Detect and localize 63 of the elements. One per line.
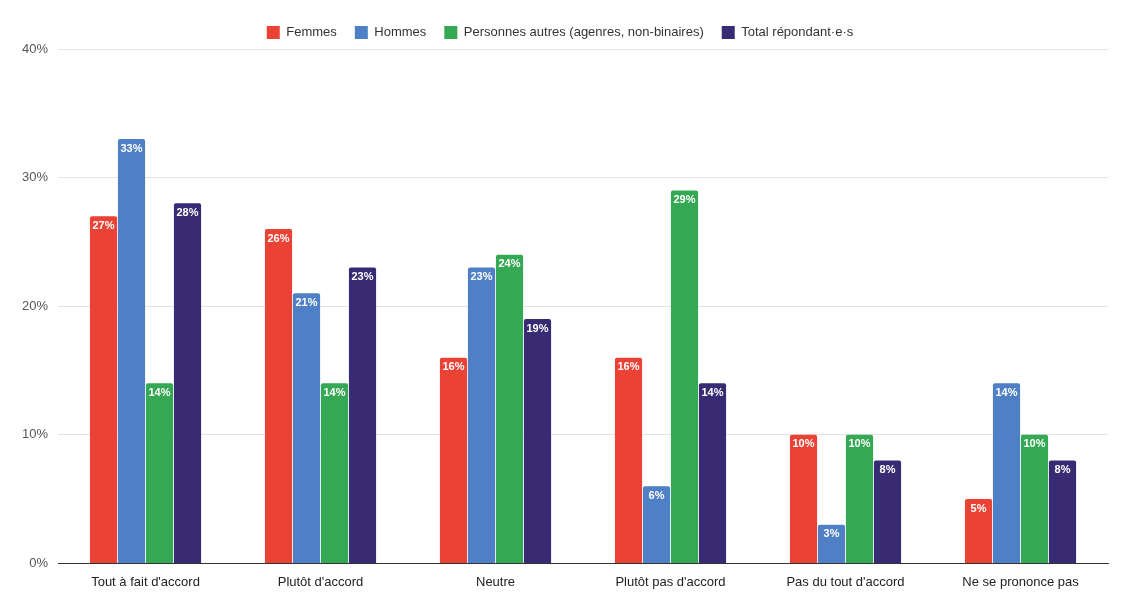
bar — [642, 486, 671, 563]
bar — [964, 499, 993, 563]
bar — [1048, 460, 1077, 563]
bar — [698, 383, 727, 563]
data-label: 23% — [351, 270, 374, 283]
bar — [845, 434, 874, 563]
data-label: 29% — [673, 192, 696, 205]
x-tick-label: Plutôt d'accord — [277, 573, 364, 589]
bar — [992, 383, 1021, 563]
data-label: 14% — [995, 385, 1018, 398]
data-label: 8% — [1054, 463, 1071, 476]
legend-label: Hommes — [374, 24, 427, 40]
bar — [495, 254, 524, 563]
data-label: 3% — [823, 527, 840, 540]
bar — [89, 216, 118, 563]
data-label: 10% — [792, 437, 815, 450]
data-label: 24% — [498, 257, 521, 270]
data-label: 5% — [970, 501, 987, 514]
legend-label: Total répondant·e·s — [741, 24, 854, 40]
y-tick-label: 10% — [21, 426, 49, 442]
bar — [439, 357, 468, 563]
data-label: 6% — [648, 488, 665, 501]
bar — [614, 357, 643, 563]
bar — [873, 460, 902, 563]
bar — [117, 139, 146, 563]
x-tick-label: Pas du tout d'accord — [786, 573, 905, 589]
x-tick-label: Neutre — [476, 573, 516, 589]
data-label: 10% — [1023, 437, 1046, 450]
data-label: 14% — [701, 385, 724, 398]
data-label: 33% — [120, 141, 143, 154]
y-tick-label: 30% — [21, 169, 49, 185]
y-tick-label: 20% — [21, 297, 49, 313]
data-label: 19% — [526, 321, 549, 334]
bar — [320, 383, 349, 563]
data-label: 8% — [879, 463, 896, 476]
data-label: 21% — [295, 295, 318, 308]
bar — [1020, 434, 1049, 563]
y-tick-label: 40% — [21, 40, 49, 56]
y-tick-label: 0% — [29, 554, 49, 570]
legend-label: Personnes autres (agenres, non-binaires) — [463, 24, 704, 40]
data-label: 26% — [267, 231, 290, 244]
x-tick-label: Ne se prononce pas — [962, 573, 1080, 589]
data-label: 10% — [848, 437, 871, 450]
bar — [817, 524, 846, 563]
data-label: 16% — [442, 360, 465, 373]
data-label: 27% — [92, 218, 115, 231]
x-tick-label: Plutôt pas d'accord — [615, 573, 726, 589]
data-label: 14% — [148, 385, 171, 398]
data-label: 16% — [617, 360, 640, 373]
bar — [789, 434, 818, 563]
bar — [467, 267, 496, 563]
bar — [348, 267, 377, 563]
legend-label: Femmes — [286, 24, 338, 40]
bar — [670, 190, 699, 563]
bar — [523, 319, 552, 563]
bar — [292, 293, 321, 563]
data-label: 14% — [323, 385, 346, 398]
data-label: 28% — [176, 205, 199, 218]
data-label: 23% — [470, 270, 493, 283]
bar — [264, 229, 293, 563]
bar — [145, 383, 174, 563]
bar — [173, 203, 202, 563]
x-tick-label: Tout à fait d'accord — [91, 573, 200, 589]
